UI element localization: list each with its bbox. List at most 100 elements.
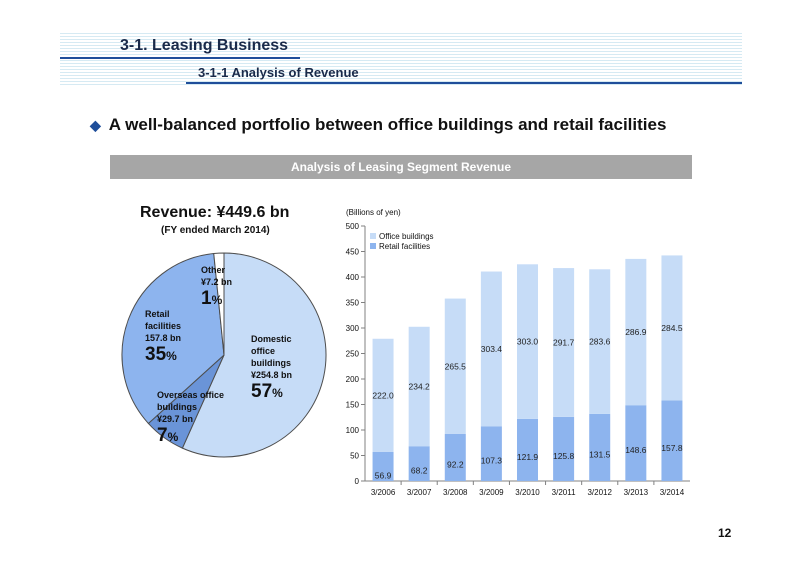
pie-label-line: ¥7.2 bn	[201, 277, 233, 287]
pie-label-line: office	[251, 346, 276, 356]
page-number: 12	[718, 526, 732, 540]
bar-label-retail: 68.2	[411, 466, 428, 476]
x-tick-label: 3/2009	[479, 488, 504, 497]
percent-sign: %	[166, 349, 177, 363]
y-tick-label: 50	[350, 452, 359, 461]
pie-percent-value: 7	[157, 425, 168, 446]
percent-sign: %	[167, 430, 179, 444]
bar-office	[589, 269, 611, 414]
pie-label-line: 157.8 bn	[145, 333, 182, 343]
title-underline	[60, 57, 300, 59]
y-tick-label: 150	[346, 401, 360, 410]
pie-slice-other	[213, 252, 225, 356]
bar-label-office: 303.4	[481, 344, 503, 354]
x-tick-label: 3/2007	[407, 488, 432, 497]
pie-label-line: ¥254.8 bn	[251, 370, 293, 380]
y-tick-label: 0	[355, 477, 360, 486]
x-tick-label: 3/2011	[552, 488, 576, 497]
y-tick-label: 100	[346, 426, 360, 435]
pie-label-other: Other ¥7.2 bn 1%	[201, 264, 232, 311]
bar-label-office: 303.0	[517, 337, 539, 347]
bar-retail	[372, 451, 394, 481]
bar-label-retail: 121.9	[517, 452, 539, 462]
bar-retail	[517, 418, 538, 481]
bar-retail	[444, 433, 466, 481]
chart-banner: Analysis of Leasing Segment Revenue	[110, 155, 692, 179]
bar-office	[553, 268, 575, 417]
pie-label-line: buildings	[251, 358, 291, 368]
pie-label-retail: Retail facilities 157.8 bn 35%	[145, 308, 181, 367]
bar-label-office: 234.2	[409, 381, 431, 391]
bar-label-retail: 56.9	[375, 470, 392, 480]
bar-label-retail: 157.8	[661, 443, 683, 453]
bar-label-office: 284.5	[661, 323, 683, 333]
bar-retail	[480, 426, 502, 481]
legend-swatch	[370, 243, 376, 249]
x-tick-label: 3/2010	[515, 488, 540, 497]
x-tick-label: 3/2014	[660, 488, 685, 497]
bar-unit-label: (Billions of yen)	[346, 208, 401, 217]
headline-text: A well-balanced portfolio between office…	[108, 115, 667, 134]
y-tick-label: 200	[346, 375, 360, 384]
headline: ◆ A well-balanced portfolio between offic…	[90, 115, 666, 135]
bar-retail	[625, 405, 647, 481]
bar-label-office: 286.9	[625, 327, 647, 337]
subtitle-underline	[186, 82, 742, 84]
bar-label-office: 283.6	[589, 337, 611, 347]
bar-label-office: 291.7	[553, 337, 575, 347]
x-tick-label: 3/2013	[624, 488, 649, 497]
bar-office	[444, 298, 466, 434]
legend-swatch	[370, 233, 376, 239]
y-tick-label: 400	[346, 273, 360, 282]
pie-label-domestic-office: Domestic office buildings ¥254.8 bn 57%	[251, 333, 292, 404]
bar-office	[661, 255, 683, 401]
pie-percent: 7%	[157, 425, 224, 448]
bar-label-retail: 148.6	[625, 445, 647, 455]
bar-label-office: 265.5	[445, 361, 467, 371]
pie-percent: 57%	[251, 381, 292, 404]
bar-office	[372, 338, 394, 452]
legend-label: Retail facilities	[379, 242, 430, 251]
section-title: 3-1. Leasing Business	[120, 37, 289, 54]
pie-label-line: ¥29.7 bn	[157, 414, 194, 424]
bar-office	[480, 271, 502, 427]
pie-slice-retail	[121, 252, 225, 425]
bar-label-retail: 131.5	[589, 449, 611, 459]
y-tick-label: 250	[346, 350, 360, 359]
bar-label-retail: 125.8	[553, 451, 575, 461]
x-tick-label: 3/2008	[443, 488, 468, 497]
y-tick-label: 300	[346, 324, 360, 333]
pie-label-overseas-office: Overseas office buildings ¥29.7 bn 7%	[157, 389, 224, 448]
bar-office	[625, 258, 647, 406]
bar-label-office: 222.0	[372, 390, 394, 400]
pie-percent-value: 35	[145, 344, 167, 365]
diamond-bullet-icon: ◆	[90, 117, 101, 133]
y-tick-label: 500	[346, 222, 360, 231]
pie-percent-value: 57	[251, 381, 273, 402]
pie-percent: 1%	[201, 288, 232, 311]
pie-percent-value: 1	[201, 288, 212, 309]
y-tick-label: 450	[346, 248, 360, 257]
section-subtitle: 3-1-1 Analysis of Revenue	[198, 65, 359, 80]
pie-label-line: buildings	[157, 402, 197, 412]
bar-label-retail: 92.2	[447, 459, 464, 469]
legend-label: Office buildings	[379, 232, 434, 241]
header-band	[60, 33, 742, 85]
pie-label-line: Retail	[145, 309, 170, 319]
bar-label-retail: 107.3	[481, 456, 503, 466]
bar-office	[517, 264, 538, 419]
pie-label-line: Overseas office	[157, 390, 225, 400]
bar-office	[408, 326, 430, 447]
pie-label-line: Other	[201, 265, 226, 275]
pie-percent: 35%	[145, 344, 181, 367]
x-tick-label: 3/2012	[587, 488, 612, 497]
bar-retail	[408, 446, 430, 481]
percent-sign: %	[211, 293, 223, 307]
pie-label-line: facilities	[145, 321, 182, 331]
y-tick-label: 350	[346, 299, 360, 308]
pie-slice-domestic-office	[181, 252, 327, 458]
bar-retail	[661, 400, 683, 481]
pie-title: Revenue: ¥449.6 bn	[140, 204, 290, 221]
bar-retail	[553, 416, 575, 481]
